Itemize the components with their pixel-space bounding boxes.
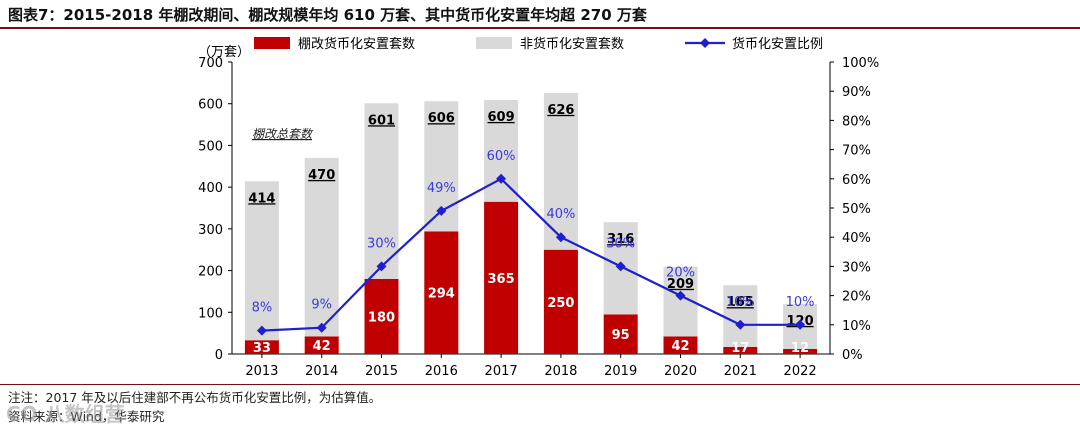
x-tick-label: 2014 [305, 364, 338, 379]
bar-value-label: 42 [671, 339, 689, 354]
y-tick-label: 0 [215, 348, 223, 363]
bar-value-label: 250 [547, 296, 574, 311]
ratio-line [261, 177, 801, 332]
y2-tick-label: 70% [842, 144, 871, 159]
ratio-point [675, 290, 686, 301]
ratio-label: 60% [487, 149, 516, 164]
total-label: 626 [547, 103, 574, 118]
ratio-label: 30% [367, 236, 396, 251]
bar-monetized [543, 249, 578, 354]
total-label: 609 [488, 110, 515, 125]
y2-tick-label: 30% [842, 260, 871, 275]
bar-non-monetized [304, 157, 339, 337]
y2-tick-label: 20% [842, 290, 871, 305]
total-label: 209 [667, 277, 694, 292]
watermark: CO 八数组营 [6, 402, 125, 426]
legend-label-ratio: 货币化安置比例 [732, 36, 823, 52]
x-tick-label: 2018 [544, 364, 577, 379]
ratio-label: 10% [786, 295, 815, 310]
total-label: 414 [248, 191, 275, 206]
ratio-label: 20% [666, 266, 695, 281]
bar-non-monetized [364, 103, 399, 279]
bar-monetized [663, 336, 698, 354]
x-tick-label: 2022 [784, 364, 817, 379]
x-tick-label: 2017 [485, 364, 518, 379]
x-tick-label: 2020 [664, 364, 697, 379]
total-label: 470 [308, 168, 335, 183]
ratio-label: 9% [311, 298, 332, 313]
y2-tick-label: 0% [842, 348, 863, 363]
bar-monetized [484, 201, 519, 354]
y2-tick-label: 90% [842, 85, 871, 100]
y-tick-label: 600 [198, 98, 223, 113]
x-tick-label: 2019 [604, 364, 637, 379]
bar-monetized [603, 314, 638, 354]
y-tick-label: 700 [198, 56, 223, 71]
ratio-point [735, 319, 746, 330]
total-label: 606 [428, 111, 455, 126]
y-unit-label: （万套） [198, 44, 250, 60]
x-tick-label: 2013 [245, 364, 278, 379]
ratio-point [615, 261, 626, 272]
total-label: 601 [368, 113, 395, 128]
y-tick-label: 500 [198, 139, 223, 154]
bar-value-label: 365 [488, 272, 515, 287]
bar-non-monetized [244, 181, 279, 341]
bar-monetized [244, 340, 279, 354]
ratio-label: 30% [606, 236, 635, 251]
x-tick-label: 2015 [365, 364, 398, 379]
y2-tick-label: 60% [842, 173, 871, 188]
bar-monetized [364, 278, 399, 354]
ratio-point [256, 325, 267, 336]
y-tick-label: 300 [198, 223, 223, 238]
bar-monetized [783, 348, 818, 354]
ratio-point [496, 173, 507, 184]
ratio-point [376, 261, 387, 272]
bar-non-monetized [723, 285, 758, 347]
bar-monetized [424, 231, 459, 354]
legend-marker-ratio [700, 38, 710, 48]
y2-tick-label: 100% [842, 56, 879, 71]
bar-value-label: 95 [612, 328, 630, 343]
annotation-total: 棚改总套数 [252, 127, 314, 141]
y2-tick-label: 40% [842, 231, 871, 246]
total-label: 316 [607, 232, 634, 247]
legend-swatch-monetized [254, 37, 290, 49]
bar-value-label: 17 [731, 341, 749, 356]
bar-non-monetized [543, 92, 578, 250]
y2-tick-label: 10% [842, 319, 871, 334]
y-tick-label: 100 [198, 306, 223, 321]
bar-monetized [304, 336, 339, 354]
ratio-label: 40% [546, 207, 575, 222]
ratio-label: 8% [252, 301, 273, 316]
chart-area: 0 100 200 300 400 500 600 700 0% 10% 20% 30% 40% 50% 6… [198, 36, 879, 379]
chart-title: 图表7：2015-2018 年棚改期间、棚改规模年均 610 万套、其中货币化安… [8, 6, 647, 24]
legend-label-non-monetized: 非货币化安置套数 [520, 36, 624, 52]
bar-value-label: 294 [428, 287, 455, 302]
legend-label-monetized: 棚改货币化安置套数 [298, 36, 415, 52]
ratio-label: 49% [427, 181, 456, 196]
ratio-point [436, 205, 447, 216]
ratio-label: 10% [726, 295, 755, 310]
bar-value-label: 12 [791, 341, 809, 356]
bar-monetized [723, 346, 758, 354]
title-bar: 图表7：2015-2018 年棚改期间、棚改规模年均 610 万套、其中货币化安… [0, 0, 1080, 29]
x-tick-label: 2016 [425, 364, 458, 379]
y-tick-label: 200 [198, 265, 223, 280]
x-tick-label: 2021 [724, 364, 757, 379]
y2-tick-label: 80% [842, 114, 871, 129]
ratio-point [555, 232, 566, 243]
total-label: 165 [727, 295, 754, 310]
footnote: 注注：2017 年及以后住建部不再公布货币化安置比例，为估算值。 [8, 390, 382, 405]
ratio-point [795, 319, 806, 330]
ratio-point [316, 322, 327, 333]
source-note: 资料来源：Wind，华泰研究 [8, 409, 165, 424]
bottom-rule [0, 384, 1080, 385]
y2-tick-label: 50% [842, 202, 871, 217]
bar-value-label: 180 [368, 310, 395, 325]
bar-value-label: 33 [253, 341, 271, 356]
legend-swatch-non-monetized [476, 37, 512, 49]
bar-value-label: 42 [313, 339, 331, 354]
y-tick-label: 400 [198, 181, 223, 196]
